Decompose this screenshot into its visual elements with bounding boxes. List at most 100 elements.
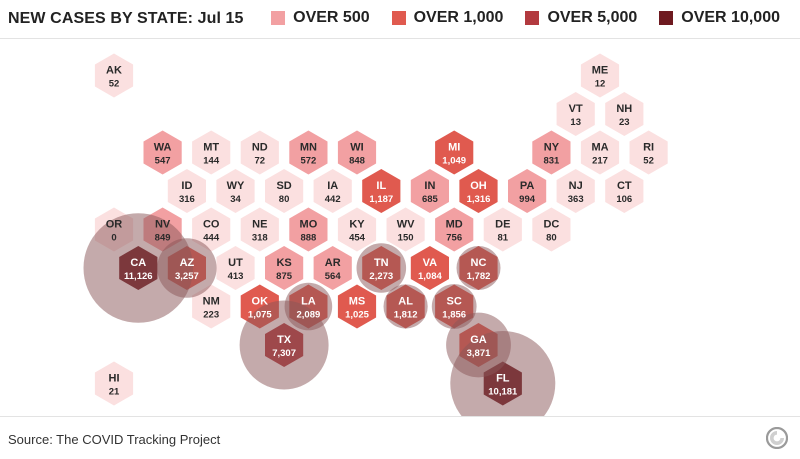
state-hex-ky[interactable] bbox=[337, 207, 377, 252]
state-hex-de[interactable] bbox=[483, 207, 522, 252]
state-hex-vt[interactable] bbox=[556, 92, 595, 136]
state-abbr: LA bbox=[301, 296, 316, 308]
legend-swatch bbox=[659, 11, 674, 25]
label-layer: AK 52 ME 12 VT 13 NH 23 WA 547 MT 144 ND 72 MN 572 WI 848… bbox=[106, 65, 654, 398]
state-abbr: KS bbox=[276, 257, 291, 269]
state-value: 13 bbox=[570, 117, 581, 128]
state-abbr: NH bbox=[616, 103, 632, 115]
state-hex-nj[interactable] bbox=[556, 169, 595, 213]
state-hex-ar[interactable] bbox=[313, 246, 352, 290]
state-hex-mi[interactable] bbox=[435, 130, 474, 175]
state-hex-co[interactable] bbox=[192, 207, 231, 252]
state-hex-ms[interactable] bbox=[337, 284, 377, 329]
state-hex-dc[interactable] bbox=[532, 207, 571, 252]
state-hex-ri[interactable] bbox=[629, 130, 668, 175]
state-hex-id[interactable] bbox=[167, 169, 206, 213]
state-value: 3,257 bbox=[175, 271, 199, 282]
state-abbr: WA bbox=[154, 142, 172, 154]
state-value: 756 bbox=[446, 233, 462, 244]
state-abbr: IA bbox=[327, 180, 338, 192]
state-value: 875 bbox=[276, 271, 293, 282]
state-abbr: MO bbox=[300, 219, 318, 231]
state-hex-wy[interactable] bbox=[216, 169, 255, 213]
state-abbr: NC bbox=[471, 257, 487, 269]
state-abbr: WY bbox=[227, 180, 245, 192]
state-value: 223 bbox=[203, 310, 219, 321]
case-circle-tn bbox=[356, 243, 407, 293]
state-value: 12 bbox=[595, 79, 606, 90]
state-hex-wi[interactable] bbox=[337, 130, 377, 175]
state-hex-md[interactable] bbox=[435, 207, 474, 252]
state-hex-nh[interactable] bbox=[605, 92, 644, 136]
state-abbr: GA bbox=[470, 334, 487, 346]
legend-swatch bbox=[391, 11, 406, 25]
state-abbr: TX bbox=[277, 334, 292, 346]
state-value: 80 bbox=[546, 233, 557, 244]
state-value: 454 bbox=[349, 233, 366, 244]
state-value: 316 bbox=[179, 194, 195, 205]
state-hex-nd[interactable] bbox=[240, 130, 279, 175]
state-value: 7,307 bbox=[272, 348, 296, 359]
case-circle-nc bbox=[456, 246, 501, 290]
state-hex-ut[interactable] bbox=[216, 246, 255, 290]
state-abbr: NJ bbox=[569, 180, 583, 192]
state-value: 994 bbox=[519, 194, 536, 205]
state-abbr: FL bbox=[496, 373, 510, 385]
state-hex-mn[interactable] bbox=[289, 130, 328, 175]
state-value: 52 bbox=[643, 156, 654, 167]
state-hex-oh[interactable] bbox=[459, 169, 498, 213]
state-abbr: AL bbox=[398, 296, 413, 308]
state-abbr: HI bbox=[109, 373, 120, 385]
state-hex-sd[interactable] bbox=[265, 169, 304, 213]
state-hex-wv[interactable] bbox=[386, 207, 425, 252]
state-hex-in[interactable] bbox=[410, 169, 449, 213]
state-value: 1,075 bbox=[248, 310, 272, 321]
covid-tracking-logo-icon[interactable] bbox=[766, 427, 788, 449]
state-hex-ma[interactable] bbox=[580, 130, 620, 175]
state-hex-va[interactable] bbox=[410, 246, 449, 290]
state-value: 217 bbox=[592, 156, 608, 167]
footer: Source: The COVID Tracking Project bbox=[0, 416, 800, 459]
state-value: 831 bbox=[543, 156, 560, 167]
state-hex-ia[interactable] bbox=[313, 169, 352, 213]
legend-swatch bbox=[271, 11, 286, 25]
state-value: 413 bbox=[228, 271, 244, 282]
source-note: Source: The COVID Tracking Project bbox=[8, 432, 221, 447]
state-hex-nm[interactable] bbox=[192, 284, 231, 329]
state-value: 444 bbox=[203, 233, 220, 244]
circle-layer bbox=[83, 213, 556, 416]
case-circle-sc bbox=[431, 284, 477, 329]
state-hex-ks[interactable] bbox=[265, 246, 304, 290]
state-abbr: SD bbox=[276, 180, 291, 192]
state-abbr: AR bbox=[325, 257, 341, 269]
state-abbr: SC bbox=[447, 296, 462, 308]
state-abbr: TN bbox=[374, 257, 389, 269]
state-hex-hi[interactable] bbox=[94, 361, 134, 406]
chart-title: NEW CASES BY STATE: Jul 15 bbox=[8, 10, 244, 27]
state-abbr: MT bbox=[203, 142, 219, 154]
state-value: 564 bbox=[325, 271, 342, 282]
state-hex-me[interactable] bbox=[580, 53, 620, 98]
state-hex-mt[interactable] bbox=[192, 130, 231, 175]
state-hex-wa[interactable] bbox=[143, 130, 182, 175]
state-hex-ak[interactable] bbox=[94, 53, 134, 98]
state-abbr: UT bbox=[228, 257, 243, 269]
state-abbr: PA bbox=[520, 180, 535, 192]
state-abbr: OH bbox=[470, 180, 487, 192]
state-value: 72 bbox=[255, 156, 266, 167]
state-hex-il[interactable] bbox=[362, 169, 401, 213]
legend-item: OVER 1,000 bbox=[391, 9, 503, 27]
header: NEW CASES BY STATE: Jul 15 OVER 500 OVER … bbox=[0, 0, 800, 39]
state-hex-mo[interactable] bbox=[289, 207, 328, 252]
state-value: 80 bbox=[279, 194, 290, 205]
state-hex-ny[interactable] bbox=[532, 130, 571, 175]
state-value: 572 bbox=[300, 156, 316, 167]
state-value: 442 bbox=[325, 194, 341, 205]
state-abbr: MD bbox=[446, 219, 463, 231]
state-hex-ne[interactable] bbox=[240, 207, 279, 252]
state-hex-ct[interactable] bbox=[605, 169, 644, 213]
state-value: 2,273 bbox=[369, 271, 393, 282]
state-abbr: NM bbox=[203, 296, 220, 308]
case-circle-al bbox=[383, 284, 428, 329]
state-hex-pa[interactable] bbox=[508, 169, 547, 213]
